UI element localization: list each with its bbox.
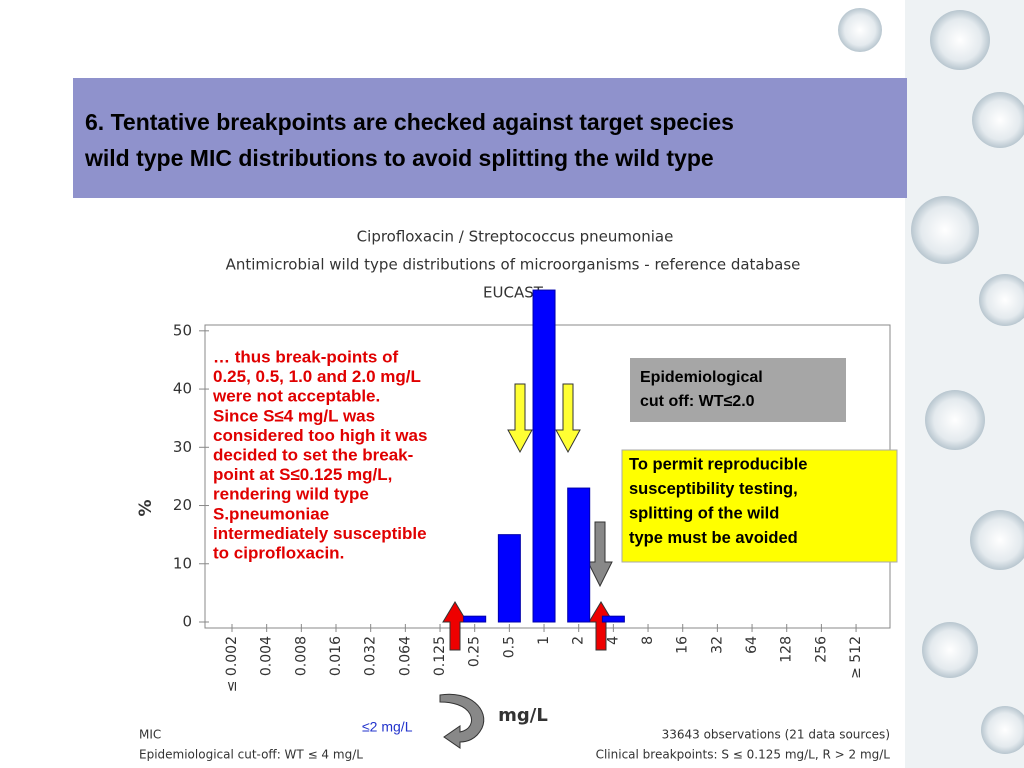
footer-text: 33643 observations (21 data sources) bbox=[662, 728, 890, 742]
box-text: To permit reproducible bbox=[629, 455, 807, 473]
y-tick-label: 50 bbox=[173, 321, 192, 339]
x-tick-label: 0.004 bbox=[259, 636, 275, 676]
arrows bbox=[439, 383, 614, 749]
bar bbox=[532, 289, 556, 623]
box-text: splitting of the wild bbox=[629, 504, 779, 522]
note-text: rendering wild type bbox=[213, 485, 369, 504]
y-tick-label: 30 bbox=[173, 438, 192, 456]
note-text: S.pneumoniae bbox=[213, 504, 329, 523]
y-tick-label: 10 bbox=[173, 554, 192, 572]
bar bbox=[601, 615, 625, 623]
slide-title: wild type MIC distributions to avoid spl… bbox=[84, 145, 714, 171]
note-text: point at S≤0.125 mg/L, bbox=[213, 465, 392, 484]
y-tick-label: 20 bbox=[173, 496, 192, 514]
x-tick-label: 8 bbox=[640, 636, 656, 645]
x-tick-label: 2 bbox=[571, 636, 587, 645]
x-tick-label: 128 bbox=[779, 636, 795, 663]
bar bbox=[463, 615, 487, 623]
x-tick-label: 0.064 bbox=[397, 636, 413, 676]
chart-title: Ciprofloxacin / Streptococcus pneumoniae bbox=[357, 228, 674, 246]
box-text: cut off: WT≤2.0 bbox=[640, 393, 755, 410]
bar bbox=[567, 487, 591, 623]
x-tick-label: ≥ 512 bbox=[848, 636, 864, 679]
x-axis-label: mg/L bbox=[498, 705, 548, 726]
note-text: decided to set the break- bbox=[213, 445, 413, 464]
x-tick-label: 64 bbox=[744, 636, 760, 654]
x-tick-label: 4 bbox=[605, 636, 621, 645]
note-text: considered too high it was bbox=[213, 426, 427, 445]
title-band bbox=[73, 78, 907, 198]
footer-text: MIC bbox=[139, 728, 161, 742]
y-axis-label: % bbox=[136, 499, 156, 516]
arrow-label: ≤2 mg/L bbox=[362, 719, 413, 735]
cutoff-box bbox=[630, 358, 846, 422]
x-tick-label: 0.125 bbox=[432, 636, 448, 676]
box-text: Epidemiological bbox=[640, 369, 763, 386]
x-tick-label: 0.5 bbox=[501, 636, 517, 658]
x-tick-label: 0.016 bbox=[328, 636, 344, 676]
x-tick-label: 1 bbox=[536, 636, 552, 645]
x-tick-label: 256 bbox=[813, 636, 829, 663]
bar bbox=[497, 534, 521, 623]
x-tick-label: 0.008 bbox=[293, 636, 309, 676]
chart-source: EUCAST bbox=[483, 284, 544, 302]
note-text: to ciprofloxacin. bbox=[213, 543, 344, 562]
footer-text: Clinical breakpoints: S ≤ 0.125 mg/L, R … bbox=[596, 748, 891, 762]
note-text: were not acceptable. bbox=[212, 387, 380, 406]
note-text: intermediately susceptible bbox=[213, 524, 427, 543]
y-tick-label: 40 bbox=[173, 380, 192, 398]
footer-text: Epidemiological cut-off: WT ≤ 4 mg/L bbox=[139, 748, 363, 762]
slide-title: 6. Tentative breakpoints are checked aga… bbox=[85, 109, 734, 135]
chart-subtitle: Antimicrobial wild type distributions of… bbox=[226, 256, 801, 274]
note-text: 0.25, 0.5, 1.0 and 2.0 mg/L bbox=[213, 367, 421, 386]
box-text: type must be avoided bbox=[629, 529, 798, 547]
x-tick-label: 32 bbox=[709, 636, 725, 654]
warning-box bbox=[621, 449, 898, 563]
x-tick-label: 0.032 bbox=[363, 636, 379, 676]
y-tick-label: 0 bbox=[182, 613, 192, 631]
x-tick-label: ≤ 0.002 bbox=[224, 636, 240, 692]
box-text: susceptibility testing, bbox=[629, 480, 798, 498]
x-tick-label: 16 bbox=[675, 636, 691, 654]
x-tick-label: 0.25 bbox=[467, 636, 483, 667]
note-text: Since S≤4 mg/L was bbox=[213, 406, 375, 425]
note-text: … thus break-points of bbox=[213, 347, 398, 366]
background-texture bbox=[838, 0, 1024, 768]
